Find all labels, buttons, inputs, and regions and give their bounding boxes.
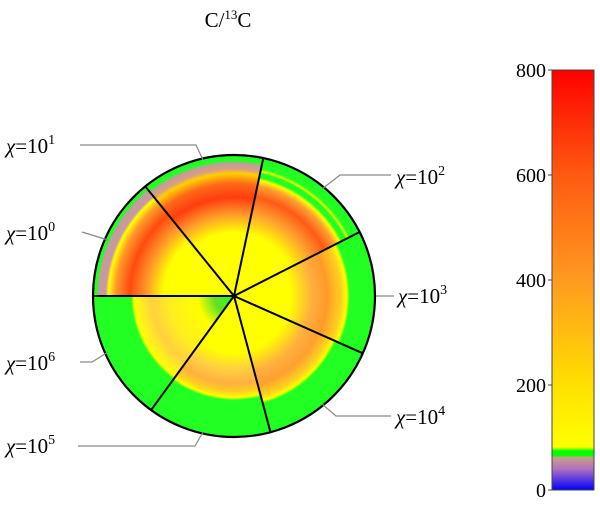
callout-line bbox=[80, 144, 204, 161]
colorbar-tick-label: 800 bbox=[516, 60, 546, 82]
colorbar-tick-label: 600 bbox=[516, 165, 546, 187]
sector-divider bbox=[144, 185, 235, 297]
colorbar-tick-label: 200 bbox=[516, 375, 546, 397]
sector-label-10-5: χ=105 bbox=[4, 433, 55, 458]
sector-label-10-2: χ=102 bbox=[394, 164, 445, 189]
callout-line bbox=[321, 403, 391, 417]
callout-line bbox=[78, 431, 204, 447]
sector-divider bbox=[233, 295, 364, 355]
colorbar-gradient bbox=[551, 69, 595, 491]
sector-10-3 bbox=[234, 231, 375, 354]
sector-label-10-3: χ=103 bbox=[396, 283, 447, 308]
sector-10-2 bbox=[234, 158, 360, 296]
sector-10-4 bbox=[234, 296, 363, 433]
colorbar-tick-label: 400 bbox=[516, 270, 546, 292]
plot-outline bbox=[91, 153, 377, 439]
sector-label-10-4: χ=104 bbox=[394, 404, 445, 429]
callout-line bbox=[81, 231, 109, 241]
colorbar-tick-label: 0 bbox=[536, 480, 546, 502]
sector-label-10-6: χ=106 bbox=[4, 350, 55, 375]
sector-10-5 bbox=[151, 296, 271, 438]
chart-title: C/13C bbox=[205, 7, 252, 32]
sector-10-1 bbox=[145, 154, 264, 296]
sector-divider bbox=[233, 157, 265, 297]
sector-divider bbox=[233, 295, 272, 433]
sector-label-10-0: χ=100 bbox=[4, 220, 55, 245]
sector-divider bbox=[150, 295, 235, 411]
callout-line bbox=[80, 351, 109, 363]
sector-labels: χ=100 χ=101 χ=102 χ=103 χ=104 χ=105 χ=106 bbox=[4, 133, 447, 458]
colorbar: 0 200 400 600 800 bbox=[516, 60, 595, 502]
callout-line bbox=[321, 174, 391, 190]
sector-10-0 bbox=[93, 186, 235, 296]
polar-plot bbox=[91, 153, 377, 439]
sector-label-10-1: χ=101 bbox=[4, 133, 55, 158]
sector-10-6 bbox=[93, 296, 235, 411]
sector-divider bbox=[233, 231, 361, 297]
